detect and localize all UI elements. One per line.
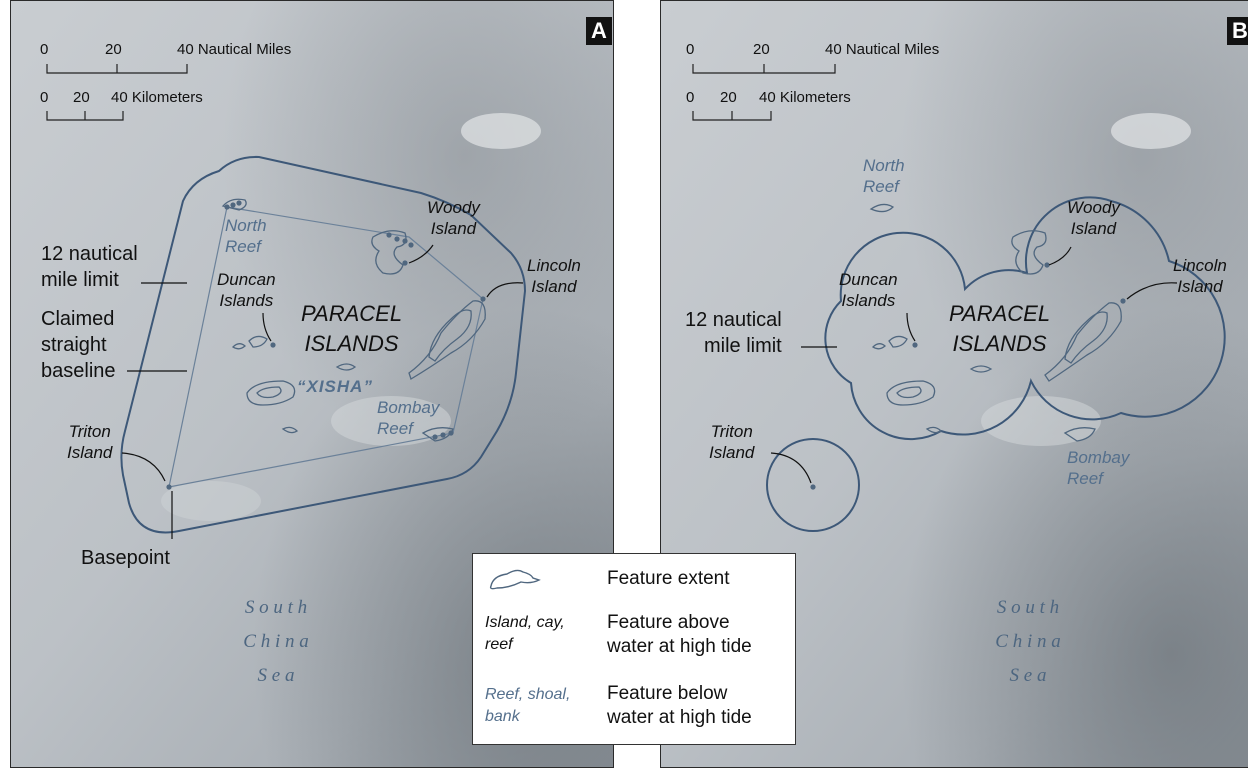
map-legend: Feature extent Island, cay, reef Feature… [472,553,796,745]
scale-nm-label-20: 20 [105,41,122,58]
leader-lines [121,244,524,539]
island-points [166,200,486,490]
legend-below-key: Reef, shoal, bank [485,686,571,725]
south-china-sea-label: S o u t h C h i n a S e a [243,597,309,686]
scale-km-label-40: 40 Kilometers [759,89,851,106]
scale-nm-label-20: 20 [753,41,770,58]
scale-nm-label-40: 40 Nautical Miles [177,41,292,58]
scale-nm-label-0: 0 [686,41,695,58]
scale-nm-label-0: 0 [40,41,49,58]
basepoint-label: Basepoint [81,547,170,569]
south-china-sea-label: S o u t h C h i n a S e a [995,597,1061,686]
bombay-reef-label: Bombay Reef [377,398,440,438]
legend-above-key: Island, cay, reef [485,614,565,653]
scale-bar-nautical-miles [692,64,836,74]
panel-a-badge: A [586,17,612,45]
scale-km-label-20: 20 [73,89,90,106]
scale-bar-kilometers [46,111,124,121]
island-points [810,262,1126,490]
twelve-nm-limit-label: 12 nautical mile limit [41,243,138,291]
twelve-nm-limit-circles [766,196,1226,532]
bombay-reef-label: Bombay Reef [1067,448,1130,488]
legend-extent-label: Feature extent [607,568,730,589]
baseline-label: Claimed straight baseline [41,308,116,382]
scale-km-label-0: 0 [40,89,49,106]
feature-extent-icon [489,569,541,590]
scale-km-label-40: 40 Kilometers [111,89,203,106]
panel-b-badge: B [1227,17,1248,45]
scale-nm-label-40: 40 Nautical Miles [825,41,940,58]
reef-features [221,198,486,442]
straight-baseline [168,206,484,488]
twelve-nm-limit-label: 12 nautical mile limit [685,309,782,357]
reef-features [869,203,1122,442]
duncan-islands-label: Duncan Islands [217,270,276,310]
triton-island-label: Triton Island [709,422,755,462]
north-reef-label: North Reef [863,156,905,196]
triton-island-label: Triton Island [67,422,113,462]
woody-island-label: Woody Island [427,198,480,238]
leader-lines [770,246,1178,484]
legend-below-label: Feature below water at high tide [607,683,752,728]
legend-above-label: Feature above water at high tide [607,612,752,657]
scale-bar-kilometers [692,111,772,121]
duncan-islands-label: Duncan Islands [839,270,898,310]
scale-km-label-0: 0 [686,89,695,106]
legend-canvas [489,569,541,590]
scale-km-label-20: 20 [720,89,737,106]
woody-island-label: Woody Island [1067,198,1120,238]
twelve-nm-limit-line [120,155,527,534]
north-reef-label: North Reef [225,216,267,256]
lincoln-island-label: Lincoln Island [1173,256,1227,296]
paracel-islands-label: PARACEL ISLANDS [949,301,1051,356]
xisha-label: “XISHA” [297,377,373,396]
scale-bar-nautical-miles [46,64,188,74]
paracel-islands-label: PARACEL ISLANDS [301,301,403,356]
lincoln-island-label: Lincoln Island [527,256,581,296]
